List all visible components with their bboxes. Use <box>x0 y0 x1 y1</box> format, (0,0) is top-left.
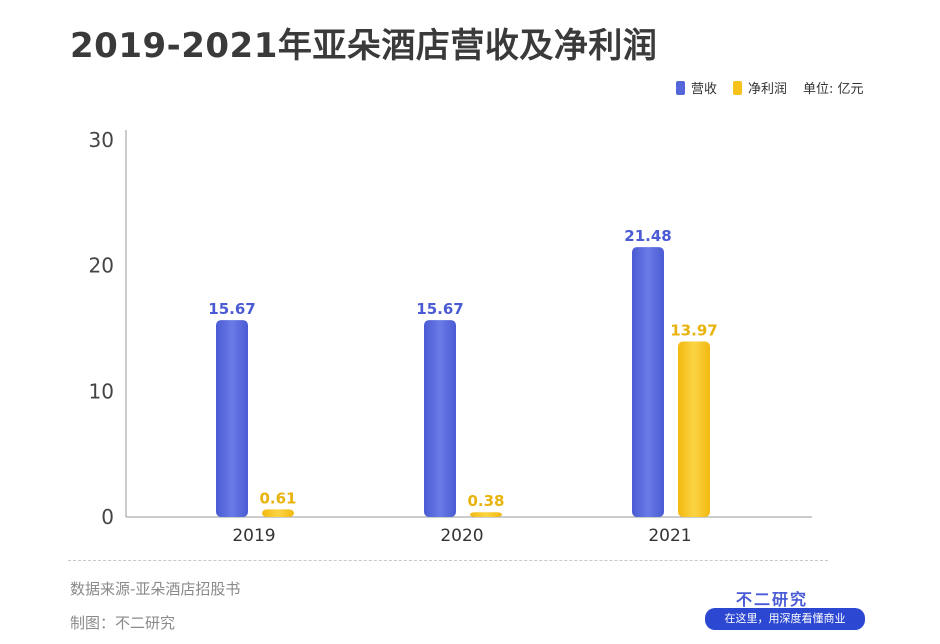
legend-item-revenue: 营收 <box>676 78 717 97</box>
footer-divider <box>68 560 828 561</box>
bar-revenue <box>216 320 248 517</box>
legend-label-revenue: 营收 <box>691 82 718 97</box>
y-tick-label: 10 <box>89 379 114 403</box>
unit-label: 单位: 亿元 <box>803 82 864 97</box>
legend-item-profit: 净利润 <box>733 78 787 97</box>
legend-swatch-revenue <box>676 80 685 95</box>
x-tick-label: 2020 <box>440 526 483 546</box>
chart-title: 2019-2021年亚朵酒店营收及净利润 <box>70 26 658 66</box>
y-tick-label: 0 <box>101 505 114 529</box>
bar-net-profit <box>678 341 710 517</box>
data-label: 13.97 <box>670 321 717 339</box>
bar-revenue <box>424 320 456 517</box>
data-label: 15.67 <box>416 300 463 318</box>
bar-revenue <box>632 247 664 517</box>
data-label: 15.67 <box>208 300 255 318</box>
data-label: 21.48 <box>624 227 671 245</box>
bar-net-profit <box>262 509 294 517</box>
y-tick-label: 30 <box>89 128 114 152</box>
data-source: 数据来源-亚朵酒店招股书 <box>70 580 241 598</box>
bar-net-profit <box>470 512 502 517</box>
x-tick-label: 2019 <box>232 526 275 546</box>
brand-slogan: 在这里，用深度看懂商业 <box>705 608 865 630</box>
legend-swatch-profit <box>733 80 743 95</box>
brand-logo-text: 不二研究 <box>736 590 809 609</box>
chart-maker: 制图：不二研究 <box>70 614 176 632</box>
x-tick-label: 2021 <box>648 526 691 546</box>
data-label: 0.38 <box>467 492 504 510</box>
y-tick-label: 20 <box>89 254 114 278</box>
data-label: 0.61 <box>259 489 296 507</box>
legend-label-profit: 净利润 <box>748 82 788 97</box>
bar-chart: 0 10 20 30 2019 2020 2021 15.67 0.61 15.67 0.38 21… <box>89 128 812 546</box>
legend: 营收 净利润 单位: 亿元 <box>676 78 864 97</box>
